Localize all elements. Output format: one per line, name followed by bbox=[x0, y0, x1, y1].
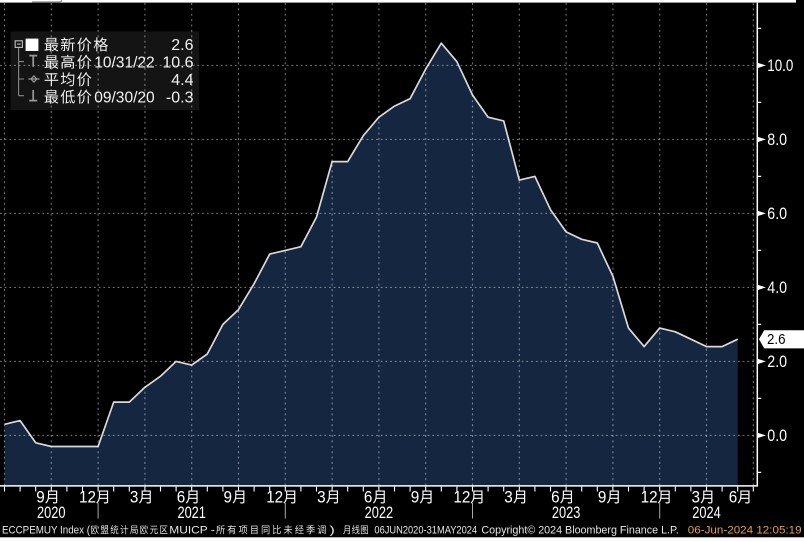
svg-text:3: 3 bbox=[504, 489, 513, 507]
svg-text:10.6: 10.6 bbox=[162, 55, 193, 72]
svg-text:2.6: 2.6 bbox=[171, 37, 193, 54]
svg-text:9: 9 bbox=[411, 489, 420, 507]
svg-text:8.0: 8.0 bbox=[767, 131, 787, 149]
svg-text:2020: 2020 bbox=[37, 504, 66, 522]
svg-text:12: 12 bbox=[266, 489, 283, 507]
svg-text:): ) bbox=[330, 524, 335, 536]
svg-text:3: 3 bbox=[130, 489, 139, 507]
svg-text:6.0: 6.0 bbox=[767, 205, 787, 223]
svg-text:9: 9 bbox=[598, 489, 607, 507]
svg-text:2024: 2024 bbox=[692, 504, 721, 522]
svg-text:2021: 2021 bbox=[177, 504, 206, 522]
svg-text:10.0: 10.0 bbox=[767, 57, 793, 75]
svg-text:0.0: 0.0 bbox=[767, 427, 787, 445]
svg-text:Copyright© 2024 Bloomberg Fina: Copyright© 2024 Bloomberg Finance L.P. bbox=[481, 524, 678, 536]
svg-text:9: 9 bbox=[36, 489, 45, 507]
svg-text:12: 12 bbox=[79, 489, 96, 507]
svg-text:4.4: 4.4 bbox=[171, 72, 193, 89]
svg-text:3: 3 bbox=[317, 489, 326, 507]
svg-text:6: 6 bbox=[177, 489, 186, 507]
svg-text:-0.3: -0.3 bbox=[166, 89, 194, 106]
svg-text:12: 12 bbox=[453, 489, 470, 507]
svg-text:ECCPEMUY Index (: ECCPEMUY Index ( bbox=[2, 524, 90, 536]
svg-text:2022: 2022 bbox=[365, 504, 394, 522]
svg-text:6: 6 bbox=[551, 489, 560, 507]
svg-text:9: 9 bbox=[224, 489, 233, 507]
svg-text:06-Jun-2024 12:05:19: 06-Jun-2024 12:05:19 bbox=[688, 524, 802, 536]
svg-text:6: 6 bbox=[364, 489, 373, 507]
svg-text:10/31/22: 10/31/22 bbox=[94, 55, 155, 72]
svg-text:MUICP -: MUICP - bbox=[169, 524, 215, 536]
svg-text:2.0: 2.0 bbox=[767, 353, 787, 371]
svg-text:09/30/20: 09/30/20 bbox=[94, 89, 155, 106]
svg-text:6: 6 bbox=[729, 489, 738, 507]
svg-text:06JUN2020-31MAY2024: 06JUN2020-31MAY2024 bbox=[374, 524, 477, 536]
svg-text:2023: 2023 bbox=[552, 504, 581, 522]
svg-text:3: 3 bbox=[692, 489, 701, 507]
svg-text:12: 12 bbox=[641, 489, 658, 507]
svg-text:4.0: 4.0 bbox=[767, 279, 787, 297]
svg-text:2.6: 2.6 bbox=[767, 331, 786, 348]
